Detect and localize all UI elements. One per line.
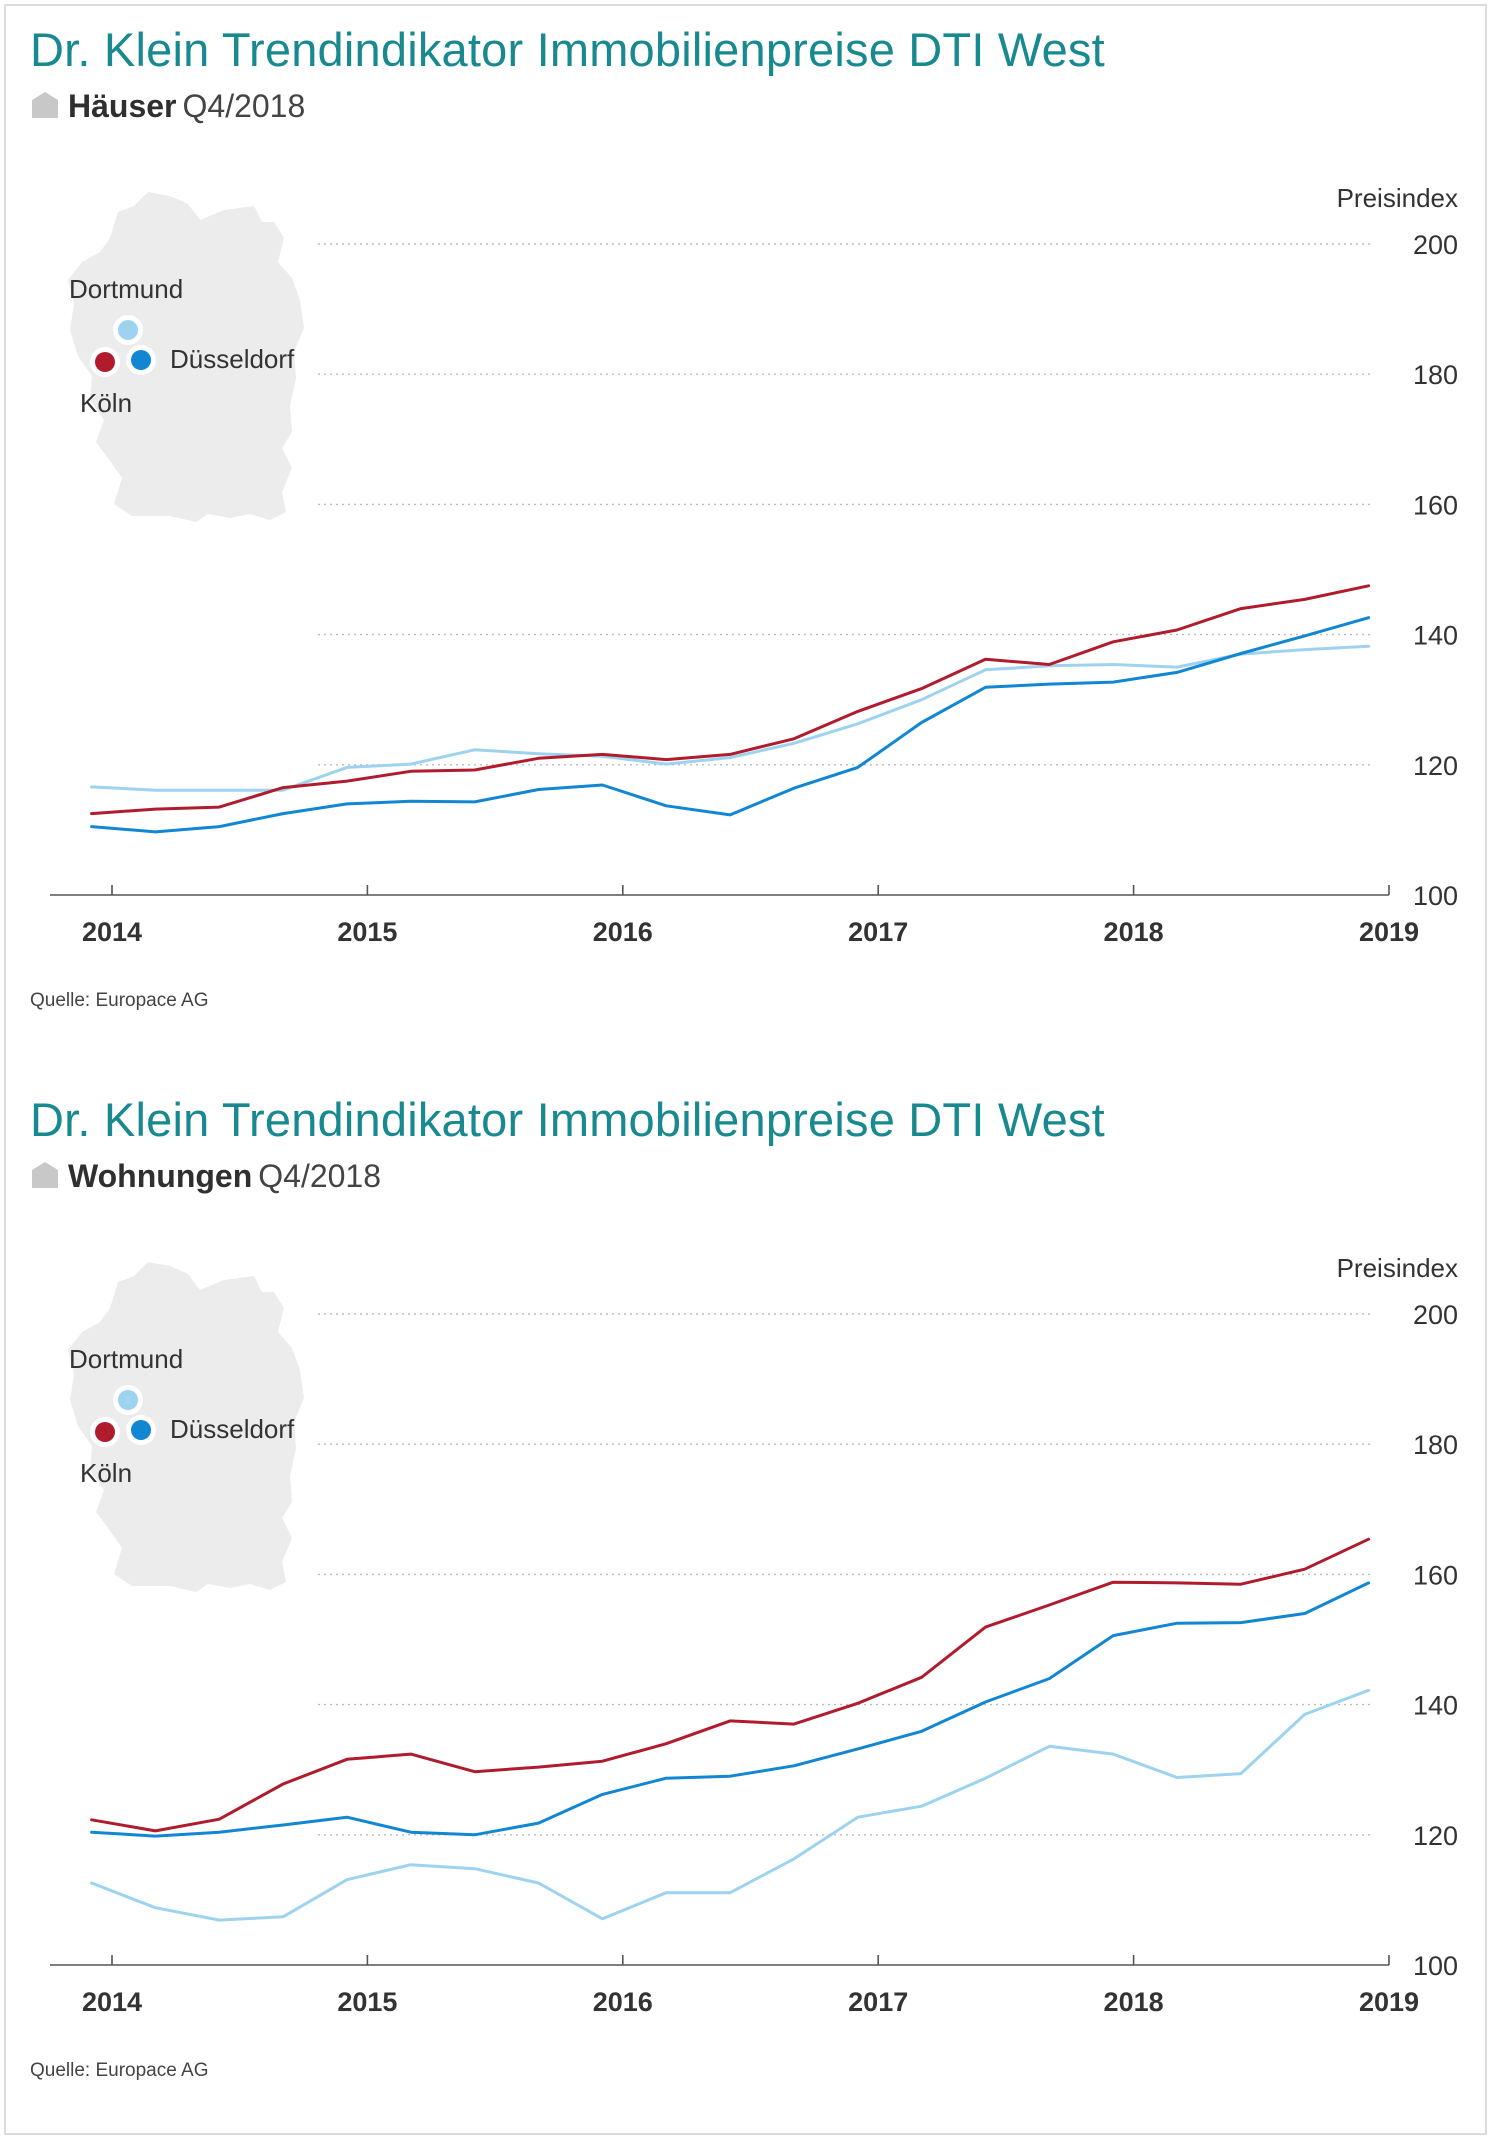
series-line-dortmund — [90, 1688, 1371, 1922]
line-chart: Dortmund Düsseldorf Köln 100 120 140 160 180 200… — [50, 1253, 1458, 2017]
series-line-düsseldorf — [90, 616, 1371, 834]
y-tick-label: 100 — [1413, 1951, 1458, 1981]
line-chart: Dortmund Düsseldorf Köln 100 120 140 160 180 200… — [50, 183, 1458, 947]
x-tick-label: 2016 — [593, 917, 653, 947]
x-tick-label: 2014 — [82, 917, 142, 947]
germany-map-shape — [68, 192, 304, 522]
germany-map: Dortmund Düsseldorf Köln — [68, 1262, 304, 1592]
city-label-duesseldorf: Düsseldorf — [170, 344, 295, 374]
chart-title: Dr. Klein Trendindikator Immobilienpreis… — [30, 1093, 1105, 1146]
category-label: Wohnungen — [68, 1158, 253, 1194]
city-marker-dortmund — [118, 320, 138, 340]
y-axis-label: Preisindex — [1337, 1253, 1458, 1283]
city-marker-koeln — [95, 352, 115, 372]
city-marker-koeln — [95, 1422, 115, 1442]
series-line-düsseldorf — [90, 1581, 1371, 1838]
germany-map-shape — [68, 1262, 304, 1592]
y-tick-label: 140 — [1413, 1691, 1458, 1721]
chart-subtitle: Häuser Q4/2018 — [30, 88, 305, 125]
series-line-köln — [90, 584, 1371, 816]
y-tick-label: 200 — [1413, 230, 1458, 260]
y-tick-label: 120 — [1413, 1821, 1458, 1851]
period-label: Q4/2018 — [258, 1158, 382, 1194]
y-tick-label: 160 — [1413, 490, 1458, 520]
infographic-frame — [4, 4, 1487, 2135]
house-icon — [32, 1162, 58, 1188]
city-label-dortmund: Dortmund — [69, 1344, 183, 1374]
y-tick-label: 120 — [1413, 751, 1458, 781]
x-tick-label: 2017 — [848, 917, 908, 947]
x-tick-label: 2018 — [1104, 1987, 1164, 2017]
house-icon — [32, 92, 58, 118]
y-axis-label: Preisindex — [1337, 183, 1458, 213]
y-tick-label: 100 — [1413, 881, 1458, 911]
y-tick-label: 180 — [1413, 1430, 1458, 1460]
city-marker-duesseldorf — [131, 1420, 151, 1440]
x-tick-label: 2015 — [337, 917, 397, 947]
period-label: Q4/2018 — [182, 88, 306, 124]
source-note: Quelle: Europace AG — [30, 990, 209, 1011]
germany-map: Dortmund Düsseldorf Köln — [68, 192, 304, 522]
x-tick-label: 2017 — [848, 1987, 908, 2017]
y-tick-label: 200 — [1413, 1300, 1458, 1330]
chart-title: Dr. Klein Trendindikator Immobilienpreis… — [30, 23, 1105, 76]
y-tick-label: 180 — [1413, 360, 1458, 390]
city-marker-dortmund — [118, 1390, 138, 1410]
city-marker-duesseldorf — [131, 350, 151, 370]
x-tick-label: 2019 — [1359, 917, 1419, 947]
source-note: Quelle: Europace AG — [30, 2060, 209, 2081]
city-label-dortmund: Dortmund — [69, 274, 183, 304]
x-tick-label: 2019 — [1359, 1987, 1419, 2017]
series-line-dortmund — [90, 644, 1371, 792]
y-tick-label: 160 — [1413, 1560, 1458, 1590]
city-label-koeln: Köln — [80, 388, 132, 418]
chart-subtitle: Wohnungen Q4/2018 — [30, 1158, 381, 1195]
series-line-köln — [90, 1537, 1371, 1833]
category-label: Häuser — [68, 88, 177, 124]
x-tick-label: 2014 — [82, 1987, 142, 2017]
city-label-koeln: Köln — [80, 1458, 132, 1488]
city-label-duesseldorf: Düsseldorf — [170, 1414, 295, 1444]
x-tick-label: 2016 — [593, 1987, 653, 2017]
x-tick-label: 2018 — [1104, 917, 1164, 947]
x-tick-label: 2015 — [337, 1987, 397, 2017]
chart-panel-apartments: Dortmund Düsseldorf Köln 100 120 140 160 180 200… — [0, 1070, 1493, 2140]
y-tick-label: 140 — [1413, 621, 1458, 651]
chart-panel-houses: Dortmund Düsseldorf Köln 100 120 140 160 180 200… — [0, 0, 1493, 1070]
